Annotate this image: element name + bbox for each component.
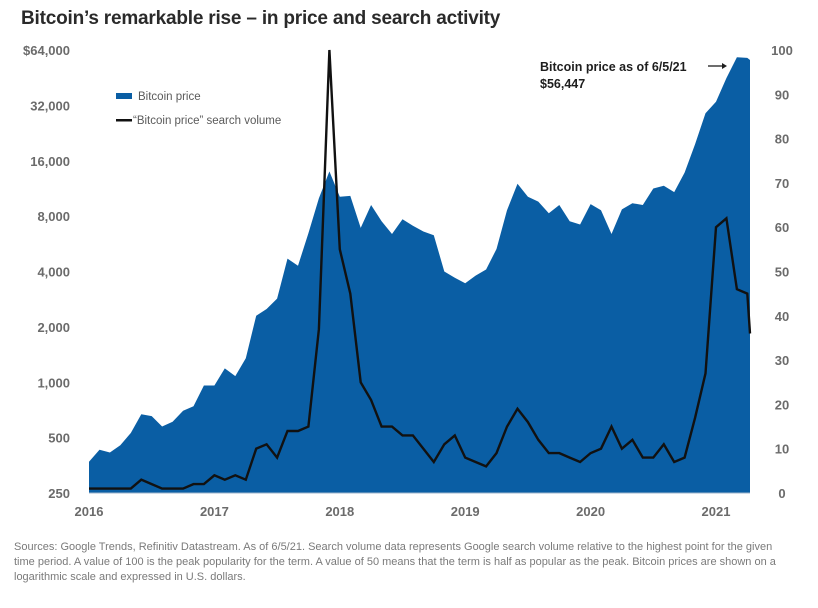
- chart: 2505001,0002,0004,0008,00016,00032,000$6…: [23, 43, 793, 519]
- y-right-tick-label: 90: [775, 87, 789, 102]
- x-tick-label: 2017: [200, 504, 229, 519]
- source-footnote: Sources: Google Trends, Refinitiv Datast…: [14, 541, 776, 583]
- search-volume-line: [89, 49, 752, 490]
- annotation-line1: Bitcoin price as of 6/5/21: [540, 60, 687, 74]
- y-right-tick-label: 20: [775, 397, 789, 412]
- right-axis: 0 10 20 30 40 50 60 70 80 90 100: [771, 43, 793, 501]
- x-tick-label: 2021: [702, 504, 731, 519]
- y-left-tick-label: 32,000: [30, 98, 70, 113]
- arrow-right-icon: [708, 63, 727, 69]
- y-right-tick-label: 40: [775, 309, 789, 324]
- x-tick-label: 2018: [325, 504, 354, 519]
- y-left-tick-label: 16,000: [30, 154, 70, 169]
- y-right-tick-label: 10: [775, 442, 789, 457]
- annotation: Bitcoin price as of 6/5/21 $56,447: [540, 60, 727, 91]
- x-tick-label: 2019: [451, 504, 480, 519]
- chart-title: Bitcoin’s remarkable rise – in price and…: [21, 8, 501, 29]
- annotation-line2: $56,447: [540, 77, 585, 91]
- search-line-layer: [89, 49, 752, 490]
- left-axis: 250 500 1,000 2,000 4,000 8,000 16,000 32,000 $6…: [23, 43, 70, 501]
- y-right-tick-label: 100: [771, 43, 793, 58]
- price-area: [89, 57, 750, 493]
- legend-label-search: “Bitcoin price” search volume: [133, 115, 281, 127]
- x-tick-label: 2016: [75, 504, 104, 519]
- y-right-tick-label: 80: [775, 132, 789, 147]
- x-tick-label: 2020: [576, 504, 605, 519]
- y-left-tick-label: 1,000: [37, 375, 70, 390]
- legend-label-price: Bitcoin price: [138, 91, 201, 103]
- y-left-tick-label: 250: [48, 486, 70, 501]
- y-left-tick-label: 4,000: [37, 265, 70, 280]
- legend-swatch-search: [116, 119, 132, 122]
- x-axis: 2016 2017 2018 2019 2020 2021: [75, 504, 731, 519]
- y-right-tick-label: 60: [775, 220, 789, 235]
- legend-swatch-price: [116, 93, 132, 99]
- y-right-tick-label: 0: [778, 486, 785, 501]
- legend: Bitcoin price “Bitcoin price” search vol…: [116, 91, 281, 127]
- y-right-tick-label: 50: [775, 265, 789, 280]
- y-left-tick-label: 2,000: [37, 320, 70, 335]
- y-right-tick-label: 30: [775, 353, 789, 368]
- y-left-tick-label: 8,000: [37, 209, 70, 224]
- y-right-tick-label: 70: [775, 176, 789, 191]
- price-area-layer: [89, 57, 750, 494]
- y-left-tick-label: 500: [48, 431, 70, 446]
- y-left-tick-label: $64,000: [23, 43, 70, 58]
